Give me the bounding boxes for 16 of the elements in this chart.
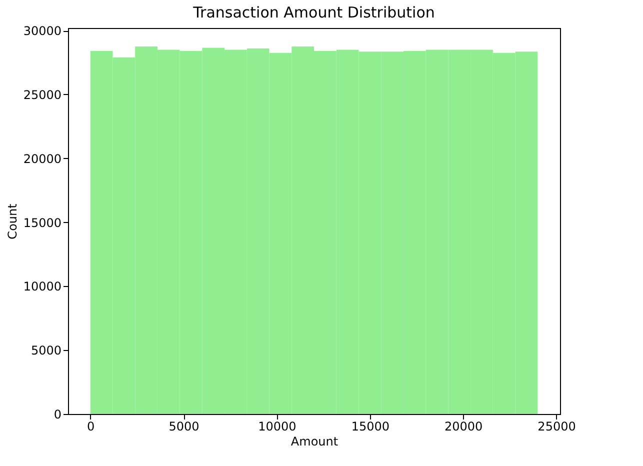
y-tick-label: 20000: [23, 152, 62, 166]
y-tick-label: 5000: [30, 344, 62, 358]
chart-title: Transaction Amount Distribution: [192, 4, 435, 22]
x-tick-label: 10000: [258, 420, 296, 434]
y-axis-title: Count: [5, 203, 20, 240]
x-tick-label: 5000: [168, 420, 200, 434]
x-tick-label: 0: [87, 420, 95, 434]
y-tick-label: 25000: [23, 88, 62, 102]
x-tick-label: 25000: [538, 420, 576, 434]
x-tick-label: 15000: [351, 420, 390, 434]
y-tick-label: 10000: [23, 280, 62, 294]
x-tick-label: 20000: [444, 420, 483, 434]
y-tick-label: 30000: [23, 24, 62, 38]
y-tick-label: 15000: [23, 216, 62, 230]
y-tick-label: 0: [54, 408, 62, 422]
x-axis-title: Amount: [290, 434, 338, 448]
